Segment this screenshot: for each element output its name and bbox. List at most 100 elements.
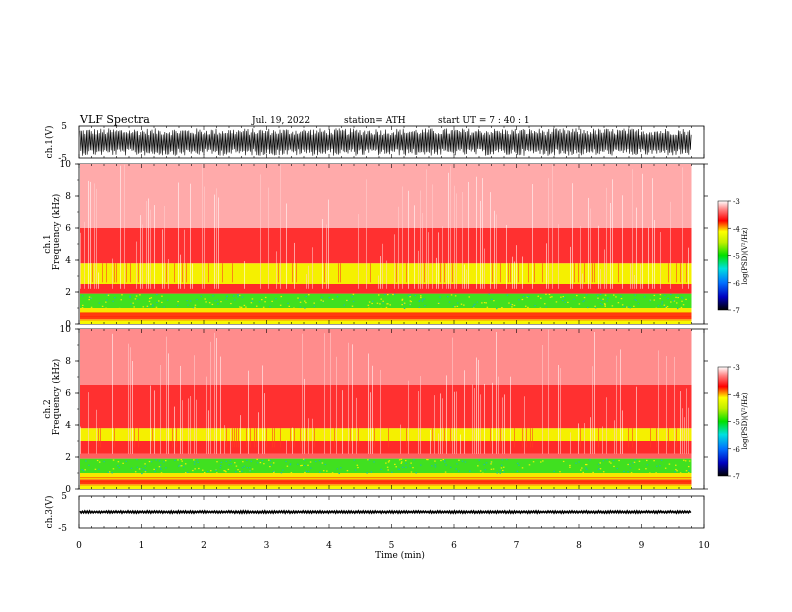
ch1-spectrogram-speckle <box>680 296 683 298</box>
ch1-spectrogram-streak <box>510 263 511 283</box>
ch1-spectrogram-speckle <box>604 304 606 306</box>
ch2-spectrogram-speckle <box>370 471 373 473</box>
ch1-spectrogram-streak <box>428 232 429 289</box>
ch1-spectrogram-speckle <box>521 298 524 301</box>
ch1-spectrogram-streak <box>484 248 485 289</box>
ch1-spectrogram-speckle <box>539 307 542 309</box>
ch2-spectrogram-streak <box>246 428 247 448</box>
ch1-spectrogram-streak <box>482 178 483 289</box>
ch1-spectrogram-speckle <box>664 294 666 296</box>
ch2-spectrogram-speckle <box>198 467 200 470</box>
ch2-spectrogram-speckle <box>584 463 587 466</box>
ch2-spectrogram-streak <box>138 428 139 448</box>
ch2-spectrogram-speckle <box>144 463 146 465</box>
ch2-spectrogram-streak <box>400 424 401 454</box>
ch1-spectrogram-speckle <box>604 305 606 307</box>
ch1-spectrogram-streak <box>268 187 269 289</box>
ch2-spectrogram-speckle <box>457 470 460 472</box>
ch1-spectrogram-speckle <box>132 302 134 304</box>
ch1-spectrogram-speckle <box>150 297 153 299</box>
ch2-spectrogram-streak <box>492 382 493 454</box>
ch1-spectrogram-streak <box>414 205 415 289</box>
ch1-spectrogram-speckle <box>423 298 426 300</box>
ch1-spectrogram-speckle <box>537 295 540 297</box>
ch1-spectrogram-speckle <box>251 300 254 302</box>
ch2-spectrogram-band-8 <box>80 329 692 385</box>
ch2-spectrogram-ytick-label: 2 <box>65 453 71 463</box>
ch2-spectrogram-streak <box>592 366 593 454</box>
ch1-spectrogram-streak <box>570 246 571 289</box>
ch2-spectrogram-speckle <box>256 462 259 464</box>
ch2-spectrogram-speckle <box>215 469 217 471</box>
ch1-spectrogram-streak <box>640 264 641 289</box>
ch1-spectrogram-speckle <box>297 297 299 299</box>
ch1-spectrogram-speckle <box>511 303 514 306</box>
ch1-spectrogram-streak <box>522 256 523 289</box>
ch2-spectrogram-speckle <box>618 459 620 462</box>
ch1-spectrogram-speckle <box>386 293 389 296</box>
ch1-spectrogram-speckle <box>681 297 684 299</box>
ch1-spectrogram-streak <box>632 169 633 289</box>
ch1-spectrogram-speckle <box>620 298 623 300</box>
ch2-spectrogram-speckle <box>314 460 317 463</box>
ch1-spectrogram-speckle <box>101 305 104 307</box>
ch1-spectrogram-speckle <box>389 304 391 306</box>
ch2-spectrogram-speckle <box>490 461 493 463</box>
ch1-spectrogram-speckle <box>161 301 163 304</box>
ch1-spectrogram-speckle <box>510 304 512 306</box>
ch2-spectrogram-speckle <box>656 465 658 467</box>
colorbar-tick-label: -6 <box>733 280 740 288</box>
ch1-spectrogram-speckle <box>672 299 675 302</box>
ch1-spectrogram-streak <box>604 249 605 289</box>
ch2-spectrogram-speckle <box>117 465 119 467</box>
ch2-spectrogram-streak <box>490 428 491 448</box>
ch1-spectrogram-streak <box>402 186 403 289</box>
ch1-spectrogram-streak <box>438 232 439 289</box>
ch1-spectrogram-speckle <box>258 301 261 303</box>
ch2-spectrogram-speckle <box>340 467 342 469</box>
ch2-spectrogram-streak <box>580 428 581 448</box>
ch2-spectrogram-speckle <box>492 468 495 470</box>
ch2-spectrogram-streak <box>524 396 525 454</box>
ch1-spectrogram-speckle <box>522 295 525 298</box>
ch2-spectrogram-speckle <box>585 467 587 469</box>
ch1-spectrogram-streak <box>432 184 433 289</box>
ch2-spectrogram-streak <box>676 428 677 448</box>
ch1-spectrogram-streak <box>582 273 583 289</box>
ch2-spectrogram-speckle <box>501 459 504 461</box>
ch1-spectrogram-speckle <box>211 303 214 306</box>
ch2-spectrogram-speckle <box>589 459 591 461</box>
ch2-spectrogram-speckle <box>398 459 401 461</box>
ch1-spectrogram-streak <box>508 263 509 283</box>
ch1-spectrogram-speckle <box>401 298 404 300</box>
ch2-spectrogram-speckle <box>455 468 458 470</box>
ch2-spectrogram-speckle <box>118 467 121 469</box>
ch1-spectrogram-streak <box>572 183 573 289</box>
ch2-spectrogram-speckle <box>297 463 299 465</box>
ch2-spectrogram-speckle <box>305 470 308 472</box>
ch2-spectrogram-band-6 <box>80 428 692 441</box>
ch1-spectrogram-streak <box>286 203 287 289</box>
ch2-spectrogram-speckle <box>282 469 284 471</box>
ch1-spectrogram-streak <box>222 263 223 283</box>
ch2-spectrogram-streak <box>668 428 669 448</box>
ch1-spectrogram-speckle <box>139 294 141 296</box>
ch1-spectrogram-streak <box>506 225 507 289</box>
ch2-spectrogram-speckle <box>610 462 612 464</box>
ch2-spectrogram-speckle <box>155 468 157 470</box>
ch2-spectrogram-band-2 <box>80 473 692 480</box>
ch2-spectrogram-streak <box>370 392 371 454</box>
ch1-spectrogram-speckle <box>570 307 572 309</box>
ch2-spectrogram-streak <box>166 336 167 454</box>
ch1-spectrogram-speckle <box>548 293 551 296</box>
ch2-spectrogram-speckle <box>503 471 505 473</box>
ch1-spectrogram-speckle <box>564 301 567 303</box>
ch2-spectrogram-speckle <box>682 459 685 461</box>
ch2-spectrogram-speckle <box>160 468 162 470</box>
ch1-spectrogram-speckle <box>321 296 323 298</box>
ch1-spectrogram-streak <box>682 167 683 289</box>
ch2-spectrogram-speckle <box>646 464 649 466</box>
ch1-spectrogram-speckle <box>239 306 241 308</box>
ch2-spectrogram-speckle <box>413 459 415 461</box>
ch2-spectrogram-band-4 <box>80 453 692 459</box>
